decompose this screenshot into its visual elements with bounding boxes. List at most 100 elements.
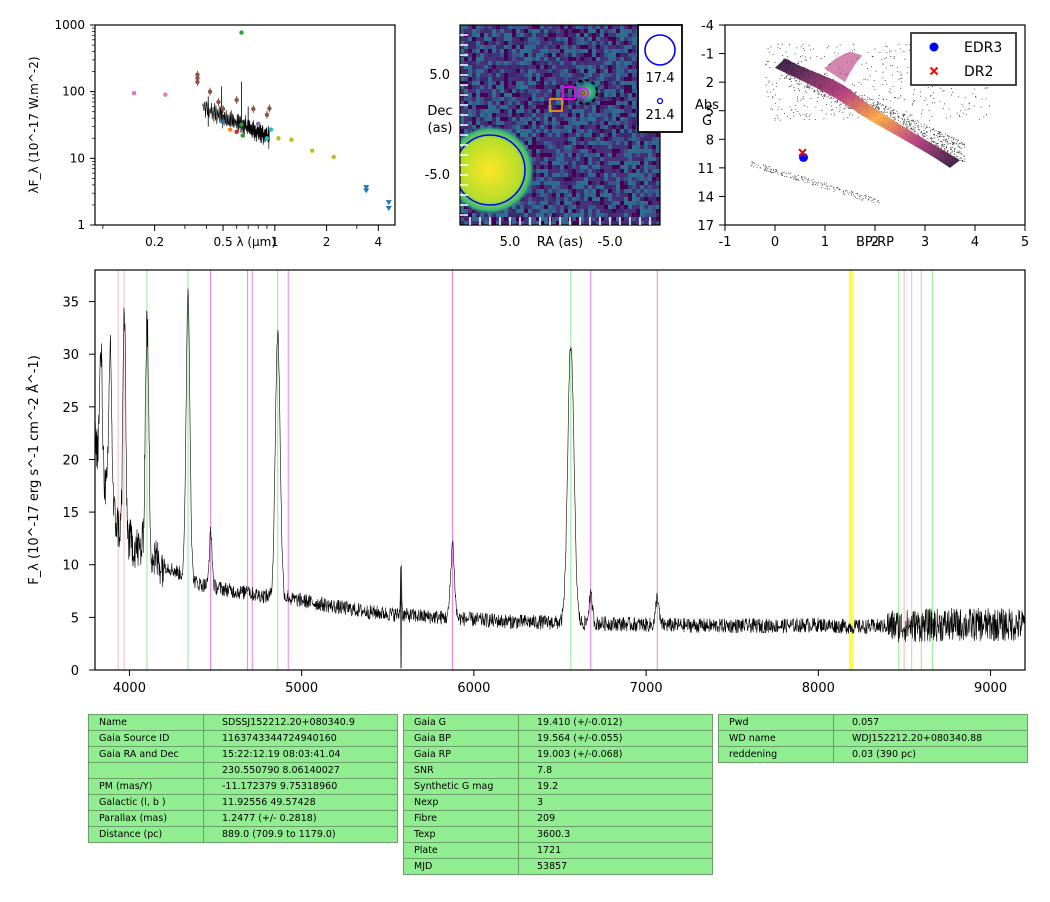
hr-background-star	[940, 146, 942, 148]
image-pixel	[460, 121, 464, 125]
image-pixel	[524, 29, 528, 33]
table-row: MJD 53857	[403, 858, 713, 875]
image-pixel	[560, 121, 564, 125]
image-pixel	[552, 77, 556, 81]
image-pixel	[556, 193, 560, 197]
image-pixel	[536, 29, 540, 33]
image-pixel	[644, 145, 648, 149]
image-pixel	[588, 161, 592, 165]
image-pixel	[516, 105, 520, 109]
hr-wd-star	[869, 197, 871, 199]
image-pixel	[652, 193, 656, 197]
hr-background-star	[961, 143, 963, 145]
image-pixel	[632, 193, 636, 197]
hr-background-star	[892, 110, 894, 112]
image-pixel	[644, 161, 648, 165]
hr-wd-star	[877, 200, 879, 202]
hr-background-star	[905, 124, 907, 126]
image-pixel	[560, 57, 564, 61]
image-pixel	[504, 105, 508, 109]
hr-background-star	[879, 52, 881, 54]
image-pixel	[616, 121, 620, 125]
image-pixel	[528, 81, 532, 85]
hr-background-star	[831, 108, 833, 110]
image-pixel	[616, 161, 620, 165]
hr-background-star	[900, 74, 902, 76]
image-pixel	[584, 185, 588, 189]
image-pixel	[528, 125, 532, 129]
image-pixel	[596, 41, 600, 45]
image-pixel	[548, 89, 552, 93]
image-pixel	[648, 193, 652, 197]
image-pixel	[636, 201, 640, 205]
image-pixel	[592, 169, 596, 173]
image-pixel	[504, 113, 508, 117]
image-pixel	[596, 141, 600, 145]
image-pixel	[516, 33, 520, 37]
image-pixel	[604, 201, 608, 205]
hr-background-star	[805, 92, 807, 94]
image-pixel	[592, 65, 596, 69]
hr-background-star	[891, 117, 893, 119]
image-pixel	[624, 45, 628, 49]
image-pixel	[508, 33, 512, 37]
image-pixel	[544, 137, 548, 141]
image-pixel	[544, 189, 548, 193]
image-pixel	[632, 189, 636, 193]
image-pixel	[512, 41, 516, 45]
hr-background-star	[875, 106, 877, 108]
hr-background-star	[799, 90, 801, 92]
image-pixel	[648, 189, 652, 193]
hr-background-star	[907, 127, 909, 129]
hr-background-star	[797, 100, 799, 102]
hr-wd-star	[765, 167, 767, 169]
image-pixel	[656, 217, 660, 221]
image-pixel	[628, 41, 632, 45]
hr-background-star	[800, 100, 802, 102]
table-key-cell: MJD	[403, 858, 519, 875]
image-pixel	[508, 89, 512, 93]
image-pixel	[540, 217, 544, 221]
image-pixel	[488, 41, 492, 45]
hr-background-star	[910, 127, 912, 129]
image-pixel	[632, 25, 636, 29]
table-key-cell: Gaia Source ID	[88, 730, 204, 747]
hr-background-star	[912, 129, 914, 131]
image-pixel	[612, 149, 616, 153]
image-pixel	[620, 129, 624, 133]
image-pixel	[564, 173, 568, 177]
image-pixel	[516, 205, 520, 209]
sed-ytick-label: 100	[62, 85, 85, 99]
image-pixel	[520, 45, 524, 49]
image-pixel	[616, 181, 620, 185]
hr-background-star	[958, 115, 960, 117]
image-pixel	[560, 153, 564, 157]
hr-wd-star	[865, 195, 867, 197]
sed-point	[310, 148, 315, 153]
table-value-cell: WDJ152212.20+080340.88	[833, 730, 1028, 747]
hr-background-star	[807, 85, 809, 87]
image-pixel	[460, 37, 464, 41]
hr-background-star	[806, 86, 808, 88]
hr-background-star	[901, 77, 903, 79]
image-pixel	[552, 137, 556, 141]
image-pixel	[520, 57, 524, 61]
hr-background-star	[853, 49, 855, 51]
table-key-cell: Parallax (mas)	[88, 810, 204, 827]
hr-background-star	[808, 88, 810, 90]
hr-background-star	[767, 96, 769, 98]
image-pixel	[532, 201, 536, 205]
image-pixel	[552, 121, 556, 125]
image-pixel	[600, 189, 604, 193]
image-pixel	[568, 209, 572, 213]
image-pixel	[588, 29, 592, 33]
image-pixel	[576, 149, 580, 153]
hr-points	[798, 148, 808, 162]
hr-background-star	[911, 104, 913, 106]
image-pixel	[608, 53, 612, 57]
image-pixel	[576, 221, 580, 225]
image-pixel	[588, 65, 592, 69]
image-pixel	[624, 201, 628, 205]
hr-background-star	[981, 98, 983, 100]
sed-xtick-label: 0.5	[214, 235, 233, 249]
